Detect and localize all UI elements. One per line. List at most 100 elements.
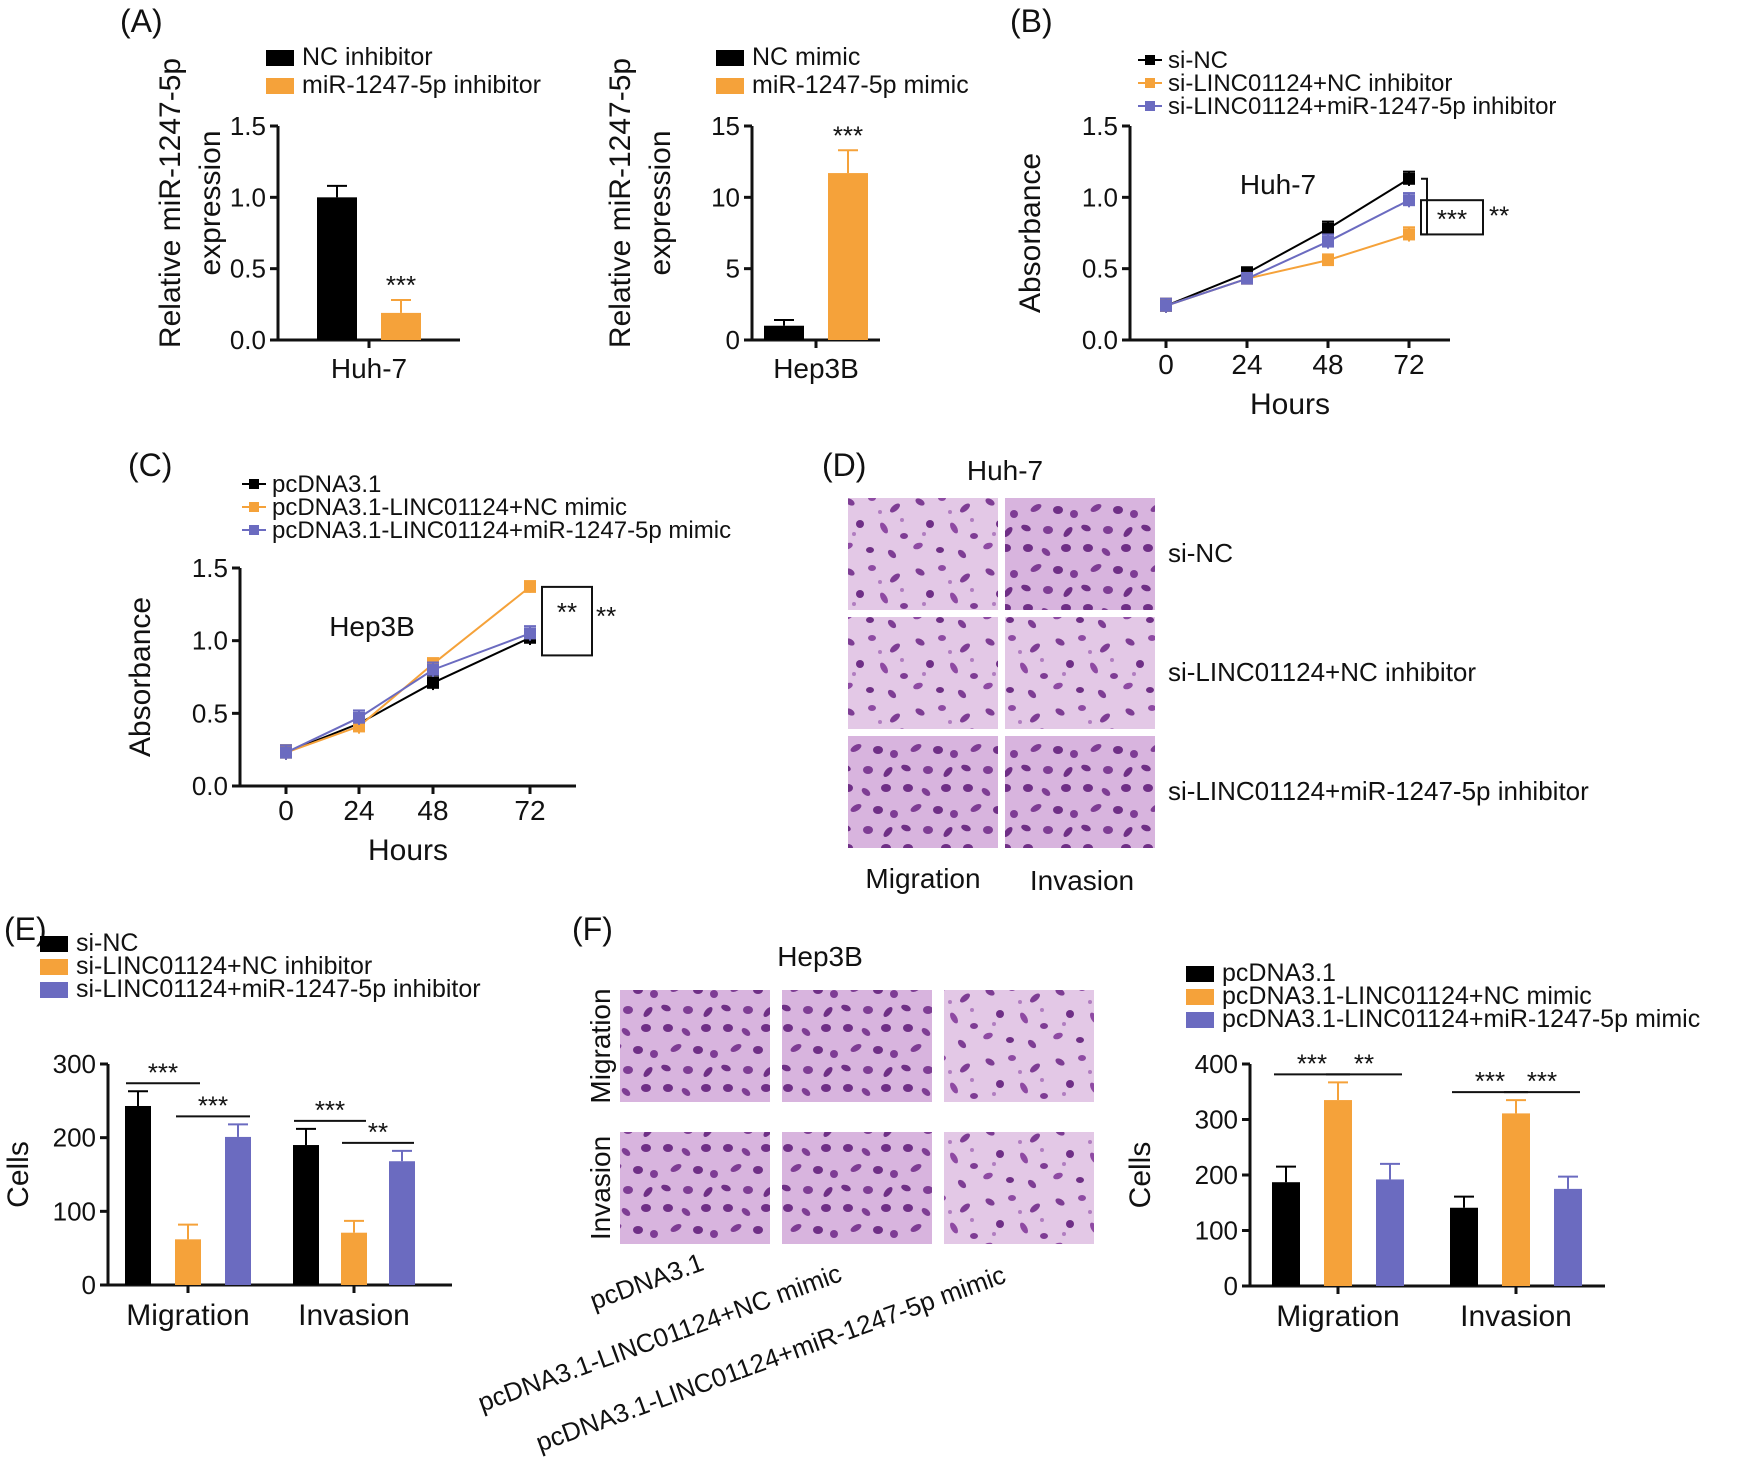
data-point <box>1322 222 1334 235</box>
y-tick-label: 10 <box>711 182 740 212</box>
y-axis-label: expression <box>194 130 227 275</box>
panel-label-b: (B) <box>1010 3 1053 39</box>
legend-label: si-NC <box>1168 47 1228 74</box>
micrograph-f-r2-c3 <box>944 1132 1094 1244</box>
significance-label: ** <box>596 601 616 631</box>
legend-label: pcDNA3.1-LINC01124+miR-1247-5p mimic <box>272 517 731 544</box>
significance-label: *** <box>315 1095 345 1125</box>
data-point <box>353 711 365 724</box>
bar <box>341 1232 367 1285</box>
legend-swatch <box>40 936 68 952</box>
x-tick-label: Migration <box>126 1299 249 1332</box>
micrograph-d-r3-c2 <box>1005 736 1155 848</box>
micrograph-f-r2-c1 <box>620 1132 770 1244</box>
legend-label: si-LINC01124+NC inhibitor <box>1168 70 1452 97</box>
x-tick-label: 24 <box>1231 349 1262 380</box>
data-point <box>1160 299 1172 312</box>
legend-swatch <box>716 50 744 66</box>
data-point <box>524 580 536 593</box>
chart-annotation: Hep3B <box>329 611 415 642</box>
data-point <box>1403 172 1415 185</box>
legend-label: pcDNA3.1 <box>1222 959 1336 987</box>
legend-swatch <box>1186 989 1214 1005</box>
bar <box>1554 1188 1582 1286</box>
x-tick-label: 48 <box>417 795 448 826</box>
bar <box>225 1136 251 1285</box>
x-tick-label: Migration <box>1276 1300 1399 1333</box>
panel-f-row-label: Invasion <box>585 1136 616 1240</box>
panel-d-column-label: Migration <box>865 863 980 894</box>
y-tick-label: 200 <box>1195 1160 1238 1190</box>
legend-marker <box>249 502 259 512</box>
bar <box>293 1145 319 1285</box>
y-axis-label: expression <box>644 130 677 275</box>
y-tick-label: 5 <box>726 254 740 284</box>
panel-d-column-label: Invasion <box>1030 865 1134 896</box>
x-axis-label: Hep3B <box>773 353 859 384</box>
legend-swatch <box>716 78 744 94</box>
micrograph-f-r1-c3 <box>944 990 1094 1102</box>
panel-d-row-label: si-NC <box>1168 538 1233 568</box>
significance-bracket <box>1421 177 1428 236</box>
series-line <box>1165 199 1410 307</box>
panel-f-row-label: Migration <box>585 988 616 1103</box>
x-tick-label: 72 <box>514 795 545 826</box>
data-point <box>280 746 292 759</box>
legend-label: miR-1247-5p inhibitor <box>302 71 541 99</box>
y-axis-label: Absorbance <box>124 597 157 757</box>
micrograph-d-r2-c2 <box>1005 617 1155 729</box>
significance-bracket <box>541 585 593 657</box>
legend-label: NC mimic <box>752 43 860 71</box>
y-tick-label: 1.0 <box>230 182 266 212</box>
y-tick-label: 0.0 <box>192 771 228 801</box>
bar <box>125 1105 151 1285</box>
significance-label: *** <box>1297 1048 1327 1078</box>
bar <box>1324 1100 1352 1286</box>
data-point <box>1322 254 1334 267</box>
y-tick-label: 1.5 <box>192 553 228 583</box>
legend-label: si-LINC01124+miR-1247-5p inhibitor <box>1168 93 1556 120</box>
significance-label: ** <box>368 1117 388 1147</box>
legend-swatch <box>1186 966 1214 982</box>
legend-marker <box>1145 78 1155 88</box>
y-axis-label: Cells <box>2 1141 35 1208</box>
y-axis-label: Cells <box>1124 1142 1157 1209</box>
y-tick-label: 0.5 <box>230 254 266 284</box>
significance-label: ** <box>1489 201 1509 231</box>
legend-label: pcDNA3.1 <box>272 471 381 498</box>
chart-annotation: Huh-7 <box>1240 169 1316 200</box>
x-tick-label: 0 <box>1158 349 1174 380</box>
y-tick-label: 200 <box>53 1123 96 1153</box>
significance-bracket <box>1420 199 1484 236</box>
micrograph-d-r1-c1 <box>848 498 998 610</box>
x-tick-label: 72 <box>1393 349 1424 380</box>
x-tick-label: 0 <box>278 795 294 826</box>
x-axis-label: Hours <box>1250 388 1330 421</box>
y-tick-label: 300 <box>1195 1105 1238 1135</box>
data-point <box>524 627 536 640</box>
panel-d-row-label: si-LINC01124+miR-1247-5p inhibitor <box>1168 776 1589 806</box>
y-tick-label: 1.5 <box>230 111 266 141</box>
y-tick-label: 0.5 <box>192 698 228 728</box>
y-tick-label: 15 <box>711 111 740 141</box>
micrograph-f-r1-c1 <box>620 990 770 1102</box>
bar <box>828 173 868 340</box>
significance-label: *** <box>1475 1066 1505 1096</box>
x-tick-label: 48 <box>1312 349 1343 380</box>
y-tick-label: 0.0 <box>1082 325 1118 355</box>
data-point <box>1322 235 1334 248</box>
data-point <box>1403 228 1415 241</box>
significance-label: *** <box>833 120 863 150</box>
micrograph-f-r2-c2 <box>782 1132 932 1244</box>
panel-label-a: (A) <box>120 3 163 39</box>
bar <box>317 197 357 340</box>
data-point <box>1241 272 1253 285</box>
y-tick-label: 1.0 <box>1082 182 1118 212</box>
significance-label: *** <box>148 1057 178 1087</box>
